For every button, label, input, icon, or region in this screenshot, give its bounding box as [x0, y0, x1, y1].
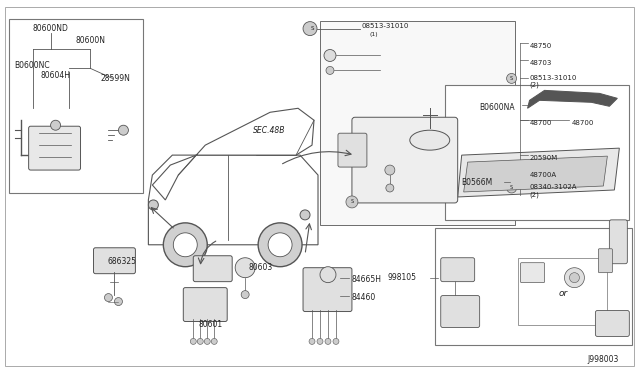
Circle shape: [258, 223, 302, 267]
Circle shape: [268, 233, 292, 257]
Circle shape: [104, 294, 113, 302]
Bar: [320, 20, 515, 225]
Text: 80604H: 80604H: [40, 71, 70, 80]
Circle shape: [325, 339, 331, 344]
Polygon shape: [527, 90, 618, 108]
Text: B0566M: B0566M: [461, 177, 493, 186]
FancyBboxPatch shape: [441, 258, 475, 282]
Circle shape: [507, 73, 516, 83]
Text: 686325: 686325: [108, 257, 136, 266]
Bar: [9, 19, 143, 193]
Bar: [435, 228, 632, 346]
Text: 08513-31010: 08513-31010: [362, 23, 410, 29]
Text: or: or: [559, 289, 568, 298]
Circle shape: [235, 258, 255, 278]
Circle shape: [115, 298, 122, 305]
FancyBboxPatch shape: [609, 220, 627, 264]
Circle shape: [51, 120, 61, 130]
Text: 998105: 998105: [388, 273, 417, 282]
Text: S: S: [350, 199, 353, 205]
Circle shape: [333, 339, 339, 344]
Bar: [518, 258, 607, 326]
Polygon shape: [464, 156, 607, 192]
Circle shape: [386, 184, 394, 192]
Text: 20590M: 20590M: [529, 155, 558, 161]
Text: 08340-3102A
(2): 08340-3102A (2): [529, 184, 577, 198]
Text: 80601: 80601: [198, 320, 222, 329]
Text: SEC.48B: SEC.48B: [253, 126, 285, 135]
Circle shape: [241, 291, 249, 299]
Circle shape: [612, 231, 622, 241]
Circle shape: [317, 339, 323, 344]
Polygon shape: [152, 108, 314, 200]
FancyBboxPatch shape: [29, 126, 81, 170]
Text: 08513-31010
(2): 08513-31010 (2): [529, 75, 577, 88]
Text: 84665H: 84665H: [352, 275, 382, 284]
Text: 84460: 84460: [352, 293, 376, 302]
Ellipse shape: [410, 130, 450, 150]
FancyBboxPatch shape: [441, 296, 479, 327]
Text: 28599N: 28599N: [100, 74, 131, 83]
FancyBboxPatch shape: [183, 288, 227, 321]
Bar: [445, 86, 629, 220]
FancyBboxPatch shape: [93, 248, 136, 274]
Text: S: S: [510, 76, 513, 81]
Text: 80600N: 80600N: [76, 36, 106, 45]
FancyBboxPatch shape: [595, 311, 629, 336]
FancyBboxPatch shape: [303, 268, 352, 311]
Circle shape: [163, 223, 207, 267]
Text: J998003: J998003: [588, 355, 619, 364]
Text: 80603: 80603: [248, 263, 273, 272]
FancyBboxPatch shape: [193, 256, 232, 282]
Text: 48700A: 48700A: [529, 172, 557, 178]
Circle shape: [454, 301, 463, 308]
FancyBboxPatch shape: [338, 133, 367, 167]
Circle shape: [211, 339, 217, 344]
Text: B0600NA: B0600NA: [479, 103, 515, 112]
Circle shape: [326, 67, 334, 74]
Circle shape: [564, 268, 584, 288]
Text: B0600NC: B0600NC: [15, 61, 51, 70]
Circle shape: [424, 134, 436, 146]
Text: 80600ND: 80600ND: [33, 24, 68, 33]
Circle shape: [204, 339, 210, 344]
Circle shape: [303, 22, 317, 36]
Polygon shape: [148, 155, 318, 245]
Circle shape: [309, 339, 315, 344]
Text: S: S: [310, 26, 314, 31]
Circle shape: [148, 200, 158, 210]
FancyBboxPatch shape: [352, 117, 458, 203]
Circle shape: [320, 267, 336, 283]
Circle shape: [507, 183, 516, 193]
Circle shape: [300, 210, 310, 220]
Circle shape: [190, 339, 196, 344]
Text: 48703: 48703: [529, 61, 552, 67]
FancyBboxPatch shape: [520, 263, 545, 283]
Circle shape: [197, 339, 204, 344]
Circle shape: [570, 273, 579, 283]
Text: 48700: 48700: [529, 120, 552, 126]
Circle shape: [385, 165, 395, 175]
Text: 48700: 48700: [572, 120, 594, 126]
Text: 48750: 48750: [529, 42, 552, 48]
Text: (1): (1): [370, 32, 378, 37]
Text: S: S: [510, 186, 513, 190]
Polygon shape: [458, 148, 620, 197]
Circle shape: [118, 125, 129, 135]
Circle shape: [445, 298, 454, 305]
FancyBboxPatch shape: [598, 249, 612, 273]
Circle shape: [346, 196, 358, 208]
Circle shape: [173, 233, 197, 257]
Circle shape: [324, 49, 336, 61]
